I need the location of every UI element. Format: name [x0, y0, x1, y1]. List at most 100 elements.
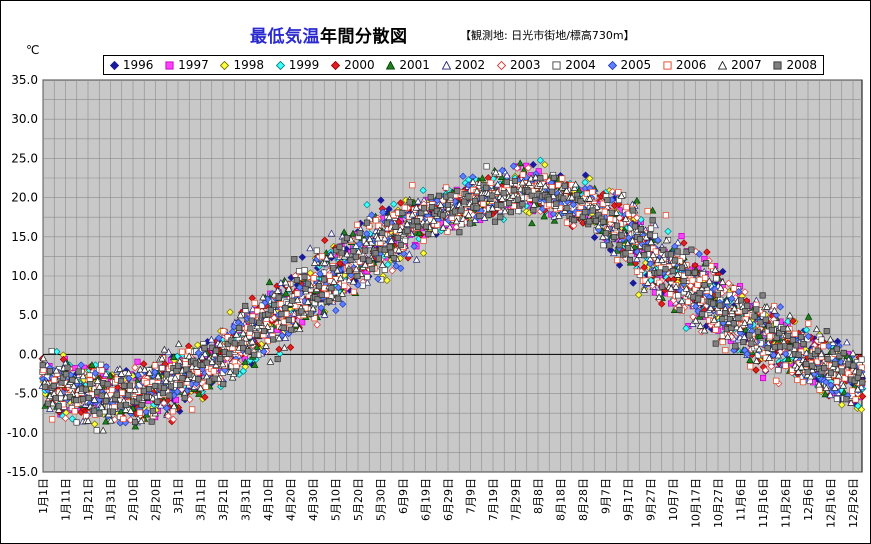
- data-point: [311, 315, 318, 322]
- data-point: [488, 204, 497, 212]
- data-point: [280, 343, 289, 351]
- data-point: [79, 396, 86, 403]
- data-point: [179, 348, 186, 355]
- data-point: [362, 247, 369, 254]
- data-point: [90, 395, 99, 403]
- data-point: [226, 350, 233, 357]
- data-point: [843, 338, 851, 346]
- data-point: [685, 269, 692, 276]
- data-point: [315, 283, 323, 290]
- data-point: [285, 284, 293, 292]
- legend-label: 2000: [344, 58, 375, 72]
- y-unit-label: ℃: [26, 43, 40, 57]
- data-point: [253, 322, 262, 330]
- data-point: [93, 427, 100, 434]
- data-point: [480, 200, 487, 208]
- data-point: [375, 222, 382, 229]
- data-point: [586, 174, 594, 183]
- data-point: [143, 379, 150, 386]
- data-point: [773, 320, 780, 327]
- data-point: [767, 362, 776, 371]
- y-tick-label: 20.0: [11, 191, 38, 205]
- data-point: [795, 351, 802, 358]
- data-point: [226, 308, 234, 316]
- data-point: [361, 260, 370, 268]
- data-point: [224, 334, 231, 341]
- data-point: [452, 217, 461, 225]
- data-point: [589, 188, 596, 196]
- legend-item-2008: 2008: [773, 58, 817, 72]
- data-point: [163, 371, 170, 378]
- x-tick-label: 10月27日: [712, 478, 725, 528]
- data-point: [55, 405, 63, 413]
- data-point: [797, 363, 806, 371]
- data-point: [88, 361, 96, 368]
- data-point: [536, 156, 545, 164]
- data-point: [394, 234, 401, 241]
- data-point: [282, 304, 289, 312]
- data-point: [289, 297, 296, 304]
- data-point: [691, 302, 700, 311]
- data-point: [600, 242, 607, 249]
- data-point: [440, 212, 447, 219]
- data-point: [831, 383, 839, 391]
- data-point: [425, 231, 432, 238]
- data-point: [414, 218, 421, 225]
- data-point: [260, 347, 268, 356]
- data-point: [366, 257, 373, 264]
- data-point: [614, 222, 621, 229]
- data-point: [385, 213, 393, 221]
- data-point: [722, 309, 729, 317]
- data-point: [617, 191, 626, 199]
- data-point: [744, 302, 751, 309]
- data-point: [509, 162, 518, 170]
- x-tick-label: 1月11日: [60, 478, 73, 521]
- data-point: [354, 221, 361, 228]
- data-point: [298, 253, 307, 261]
- x-tick-label: 8月18日: [555, 478, 568, 521]
- data-point: [699, 311, 706, 318]
- data-point: [415, 229, 424, 236]
- data-point: [158, 354, 166, 362]
- data-point: [770, 306, 779, 314]
- data-point: [621, 214, 630, 222]
- data-point: [175, 362, 182, 369]
- data-point: [791, 330, 798, 337]
- data-point: [644, 208, 651, 215]
- data-point: [743, 350, 751, 358]
- data-point: [104, 381, 111, 388]
- data-point: [55, 403, 62, 410]
- data-point: [723, 332, 732, 340]
- data-point: [507, 209, 514, 216]
- data-point: [39, 362, 46, 369]
- data-point: [667, 291, 674, 298]
- data-point: [793, 342, 800, 349]
- data-point: [107, 416, 115, 424]
- data-point: [151, 362, 159, 369]
- data-point: [622, 250, 629, 257]
- data-point: [827, 370, 835, 377]
- y-tick-label: 15.0: [11, 230, 38, 244]
- data-point: [478, 195, 486, 202]
- data-point: [278, 311, 285, 318]
- data-point: [405, 250, 414, 258]
- data-point: [755, 345, 763, 353]
- data-point: [648, 206, 657, 214]
- data-point: [79, 372, 87, 380]
- data-point: [291, 320, 300, 328]
- data-point: [614, 257, 621, 264]
- data-point: [680, 277, 687, 285]
- x-tick-label: 11月26日: [780, 478, 793, 528]
- data-point: [718, 278, 727, 285]
- data-point: [73, 419, 80, 426]
- data-point: [61, 414, 70, 422]
- data-point: [170, 402, 178, 410]
- data-point: [343, 234, 351, 242]
- data-point: [39, 354, 48, 362]
- x-tick-label: 3月21日: [217, 478, 230, 521]
- data-point: [582, 209, 589, 216]
- data-point: [280, 324, 287, 331]
- data-point: [94, 389, 101, 396]
- data-point: [540, 212, 549, 220]
- data-point: [71, 408, 78, 415]
